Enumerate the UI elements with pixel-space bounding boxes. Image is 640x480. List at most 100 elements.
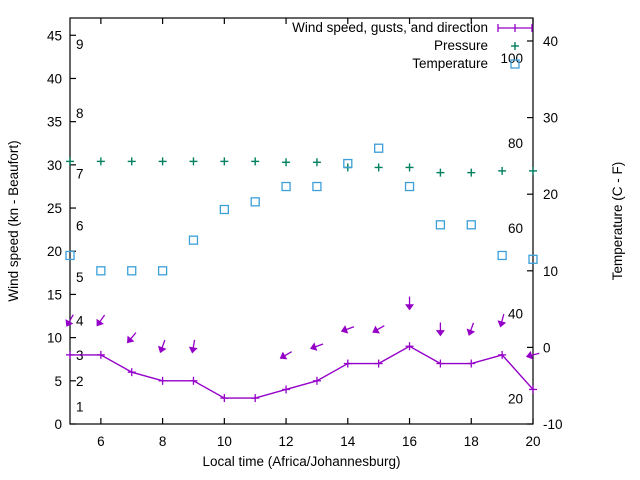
left-axis-tick-label: 40 <box>47 71 62 86</box>
wind-arrow-head <box>65 319 74 327</box>
pressure-marker <box>220 157 229 166</box>
temperature-marker <box>188 235 199 245</box>
right-axis-tick-label: -10 <box>543 417 563 432</box>
wind-arrow-head <box>310 342 318 351</box>
x-axis-tick-label: 8 <box>159 434 167 449</box>
wind-arrow-head <box>96 318 104 327</box>
x-axis-tick-label: 12 <box>279 434 294 449</box>
fahrenheit-label: 40 <box>508 307 523 322</box>
pressure-marker <box>251 157 260 166</box>
x-axis-tick-label: 10 <box>217 434 232 449</box>
temperature-marker <box>65 250 75 261</box>
temperature-marker <box>312 181 322 192</box>
temperature-marker <box>404 181 415 192</box>
left-axis-title: Wind speed (kn - Beaufort) <box>6 140 21 301</box>
wind-speed-marker <box>312 376 321 385</box>
wind-speed-marker <box>467 359 476 368</box>
left-axis-tick-label: 15 <box>47 287 62 302</box>
left-axis-tick-label: 10 <box>47 331 62 346</box>
wind-speed-line <box>70 345 534 399</box>
legend-symbol-pressure <box>511 42 519 50</box>
wind-direction-arrow <box>157 339 167 354</box>
right-axis-tick-label: 10 <box>543 264 558 279</box>
x-axis-tick-label: 6 <box>97 434 105 449</box>
temperature-marker <box>281 181 291 192</box>
temperature-marker <box>219 204 229 215</box>
pressure-marker <box>282 158 291 167</box>
left-axis-tick-label: 35 <box>47 115 62 130</box>
wind-arrow-head <box>525 350 534 360</box>
wind-arrow-head <box>127 335 135 344</box>
wind-arrow-head <box>188 346 198 354</box>
fahrenheit-label: 60 <box>508 221 523 236</box>
wind-arrow-head <box>279 351 288 360</box>
left-axis-tick-label: 0 <box>54 417 62 432</box>
beaufort-label: 2 <box>76 374 84 389</box>
wind-direction-arrow <box>340 325 355 334</box>
pressure-marker <box>405 163 414 172</box>
x-axis-tick-label: 18 <box>464 434 479 449</box>
wind-direction-arrow <box>497 313 507 328</box>
wind-speed-marker <box>343 359 352 368</box>
wind-speed-marker <box>374 359 383 368</box>
wind-speed-marker <box>66 350 74 359</box>
wind-arrow-head <box>497 320 507 328</box>
left-axis-tick-label: 20 <box>47 244 62 259</box>
wind-arrow-head <box>372 325 380 334</box>
beaufort-label: 5 <box>76 270 84 285</box>
pressure-marker <box>374 163 383 172</box>
wind-direction-arrow <box>127 332 137 344</box>
wind-speed-marker <box>529 385 537 394</box>
left-axis-tick-label: 45 <box>47 28 62 43</box>
temperature-marker <box>528 254 538 264</box>
wind-arrow-head <box>466 328 476 336</box>
wind-direction-arrow <box>466 322 476 336</box>
temperature-marker <box>127 266 137 276</box>
wind-speed-marker <box>405 342 414 351</box>
legend-label-1: Pressure <box>434 38 488 53</box>
wind-speed-marker <box>96 350 105 359</box>
wind-speed-marker <box>158 376 167 385</box>
wind-arrow-head <box>340 325 349 334</box>
pressure-marker <box>66 157 74 166</box>
x-axis-title: Local time (Africa/Johannesburg) <box>202 454 400 469</box>
right-axis-tick-label: 40 <box>543 34 558 49</box>
temperature-marker <box>497 250 507 261</box>
pressure-marker <box>127 157 136 166</box>
temperature-marker <box>96 266 106 276</box>
wind-direction-arrow <box>96 314 106 327</box>
wind-arrow-head <box>405 304 415 311</box>
beaufort-label: 7 <box>76 166 84 181</box>
right-axis-title: Temperature (C - F) <box>610 162 625 281</box>
wind-arrow-head <box>157 345 167 354</box>
x-axis-tick-label: 16 <box>402 434 417 449</box>
temperature-marker <box>374 143 384 153</box>
left-axis-tick-label: 5 <box>54 374 62 389</box>
plot-border <box>69 17 534 425</box>
left-axis-tick-label: 30 <box>47 158 62 173</box>
fahrenheit-label: 80 <box>508 136 523 151</box>
wind-direction-arrow <box>188 339 198 354</box>
temperature-marker <box>157 266 168 276</box>
pressure-marker <box>529 166 537 175</box>
wind-direction-arrow <box>65 314 74 327</box>
right-axis-tick-label: 20 <box>543 187 558 202</box>
temperature-marker <box>343 158 353 169</box>
wind-speed-marker <box>282 385 291 394</box>
x-axis-tick-label: 20 <box>525 434 540 449</box>
wind-direction-arrow <box>405 296 415 311</box>
temperature-marker <box>435 220 446 230</box>
wind-speed-marker <box>127 368 136 377</box>
pressure-marker <box>498 166 507 175</box>
wind-direction-arrow <box>310 342 324 351</box>
wind-direction-arrow <box>279 351 293 360</box>
right-axis-tick-label: 0 <box>543 340 551 355</box>
beaufort-label: 1 <box>76 400 84 415</box>
pressure-marker <box>312 158 321 167</box>
temperature-marker <box>466 220 476 230</box>
wind-speed-marker <box>189 376 198 385</box>
legend-symbol-wind <box>497 24 533 32</box>
legend-symbol-temperature <box>510 59 520 69</box>
right-axis-tick-label: 30 <box>543 111 558 126</box>
